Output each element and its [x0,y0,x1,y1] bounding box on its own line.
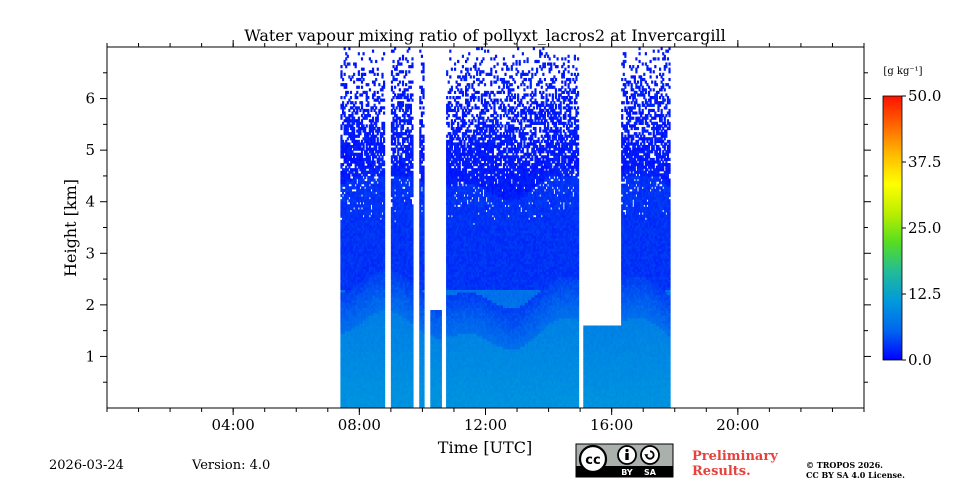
heatmap-cell [350,91,352,94]
heatmap-cell [345,83,347,86]
heatmap-cell [355,62,357,65]
heatmap-cell [362,68,364,71]
heatmap-cell [347,91,349,94]
heatmap-cell [358,117,360,120]
heatmap-cell [353,81,355,84]
heatmap-cell [340,96,342,99]
heatmap-cell [369,114,371,117]
heatmap-cell [364,73,366,76]
heatmap-cell [361,57,363,60]
heatmap-cell [372,50,374,53]
heatmap-cell [361,101,363,104]
heatmap-cell [358,86,360,89]
heatmap-cell [366,124,368,127]
heatmap-cell [367,109,369,112]
heatmap-cell [372,117,374,120]
heatmap-cell [358,52,360,55]
heatmap-cell [358,70,360,73]
heatmap-cell [356,96,358,99]
heatmap-cell [340,70,342,73]
heatmap-cell [350,96,352,99]
heatmap-cell [362,52,364,55]
heatmap-cell [348,62,350,65]
heatmap-cell [369,88,371,91]
heatmap-cell [340,65,342,68]
heatmap-cell [367,101,369,104]
heatmap-cell [361,86,363,89]
heatmap-cell [342,101,344,104]
heatmap-cell [362,78,364,81]
heatmap-cell [347,55,349,58]
heatmap-cell [355,101,357,104]
plot-area [107,47,864,409]
heatmap-cell [366,91,368,94]
heatmap-cell [372,68,374,71]
heatmap-cell [340,135,342,138]
figure: Water vapour mixing ratio of pollyxt_lac… [0,0,960,480]
heatmap-cell [370,60,372,63]
heatmap-cell [353,73,355,76]
heatmap-cell [367,96,369,99]
heatmap-cell [353,127,355,130]
heatmap-cell [356,91,358,94]
heatmap-cell [344,73,346,76]
heatmap-cell [367,83,369,86]
heatmap-cell [342,78,344,81]
heatmap-cell [344,111,346,114]
heatmap-cell [374,160,376,163]
